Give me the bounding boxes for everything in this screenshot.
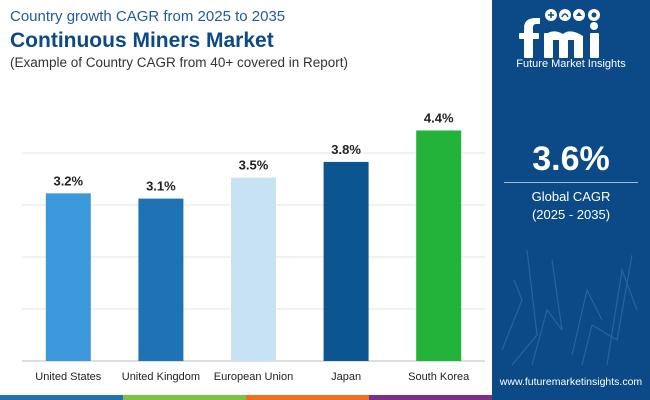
strip-segment [246, 395, 369, 400]
divider [504, 182, 638, 183]
fmi-logo-icon [519, 9, 600, 58]
global-cagr-period: (2025 - 2035) [531, 207, 611, 222]
data-label: 4.4% [424, 110, 454, 125]
bar-chart: 3.2% United States 3.1% United Kingdom 3.5% E… [22, 110, 485, 383]
bar-european-union [231, 177, 276, 361]
side-panel: Future Market Insights 3.6% Global CAGR … [492, 0, 650, 400]
x-tick-label: United States [35, 371, 102, 383]
kicker-text: Country growth CAGR from 2025 to 2035 [10, 8, 286, 25]
brand-logo: Future Market Insights [492, 0, 650, 80]
bar-united-states [45, 193, 91, 361]
x-tick-label: South Korea [408, 371, 470, 383]
header: Country growth CAGR from 2025 to 2035 Co… [0, 0, 492, 80]
brand-name: Future Market Insights [516, 58, 626, 70]
strip-segment [0, 395, 123, 400]
data-label: 3.1% [146, 179, 176, 194]
data-label: 3.2% [53, 173, 83, 188]
page-title: Continuous Miners Market [10, 29, 274, 52]
global-cagr-value: 3.6% [532, 140, 610, 178]
chart-area: 3.2% United States 3.1% United Kingdom 3.5% E… [0, 90, 492, 390]
data-label: 3.5% [239, 158, 269, 173]
data-label: 3.8% [331, 142, 361, 157]
website-link[interactable]: www.futuremarketinsights.com [499, 376, 643, 388]
x-tick-label: Japan [331, 371, 361, 383]
global-cagr-label: Global CAGR [531, 189, 611, 204]
decorative-lines [501, 249, 638, 366]
strip-segment [369, 395, 492, 400]
color-strip [0, 395, 492, 400]
x-tick-label: United Kingdom [122, 371, 200, 383]
bar-united-kingdom [138, 198, 184, 361]
bar-japan [323, 161, 369, 361]
bar-south-korea [416, 130, 462, 361]
x-tick-label: European Union [214, 371, 294, 383]
page-subtitle: (Example of Country CAGR from 40+ covere… [10, 55, 349, 70]
strip-segment [123, 395, 246, 400]
